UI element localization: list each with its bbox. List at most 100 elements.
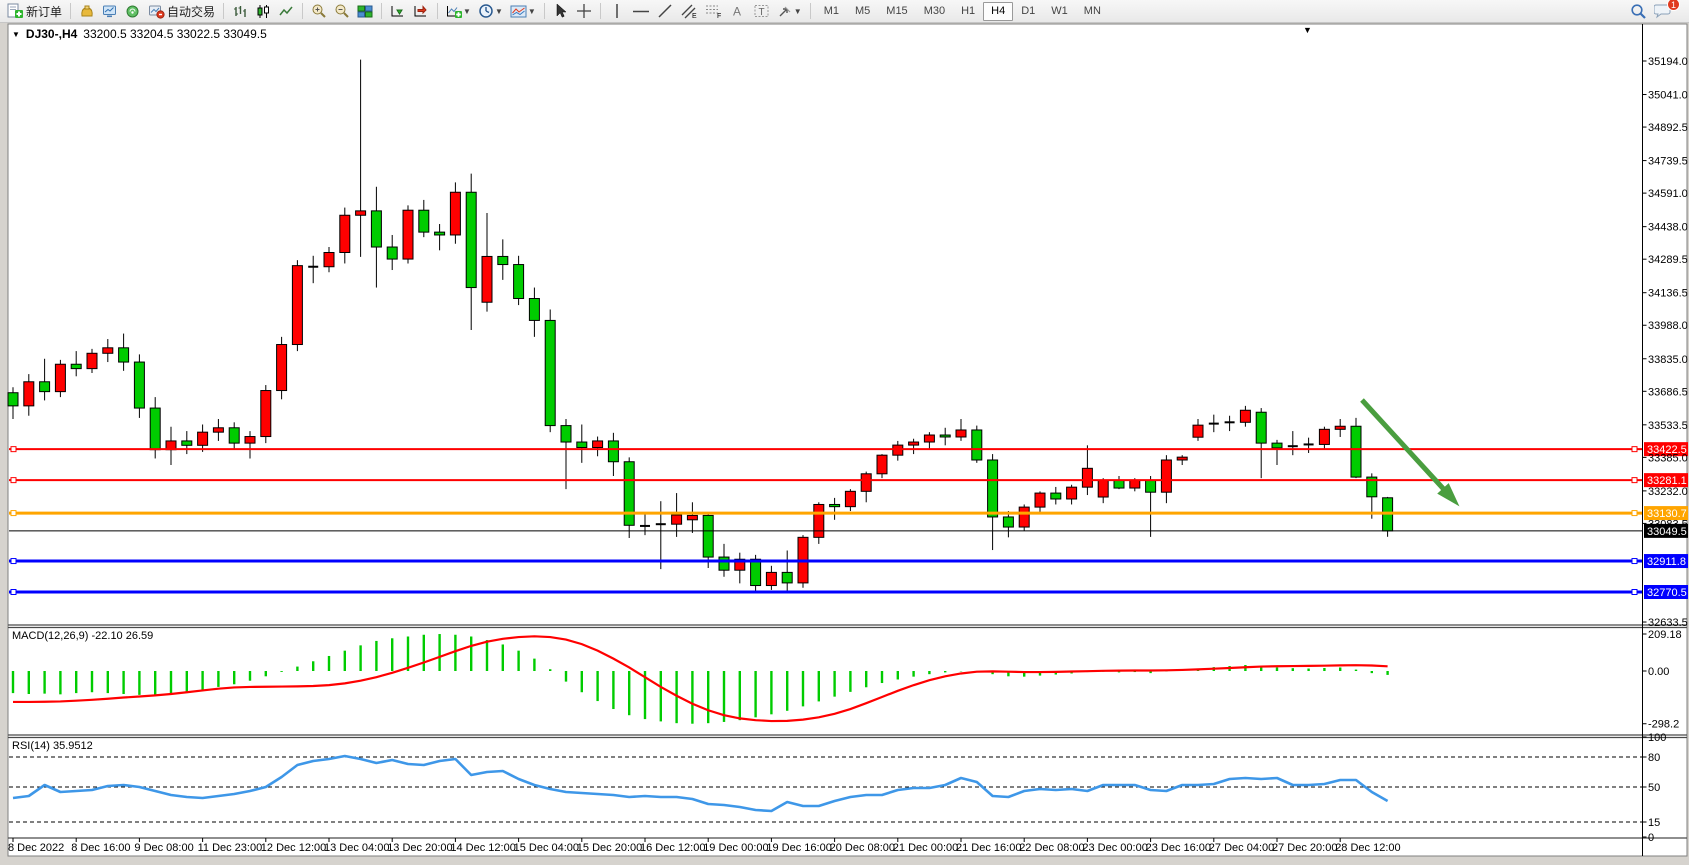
market-watch-button[interactable] <box>99 1 121 21</box>
timeframe-mn[interactable]: MN <box>1083 5 1101 17</box>
candle-body <box>765 571 777 587</box>
time-label: 22 Dec 08:00 <box>1019 842 1084 854</box>
toolbar: 新订单 自动交易 <box>0 0 1689 23</box>
time-axis[interactable]: 8 Dec 2022 8 Dec 16:00 9 Dec 08:00 11 Dec 2… <box>8 838 1401 854</box>
candle-body <box>1239 409 1251 423</box>
symbol-collapse-icon[interactable]: ▼ <box>12 29 20 39</box>
candle-body <box>434 231 446 236</box>
tile-windows-button[interactable] <box>354 1 376 21</box>
timeframe-m30[interactable]: M30 <box>923 5 946 17</box>
search-button[interactable] <box>1627 1 1650 21</box>
separator <box>599 3 601 19</box>
periods-button[interactable]: ▼ <box>475 1 506 21</box>
svg-text:E: E <box>692 13 697 19</box>
chart-canvas[interactable]: 33422.5 33281.1 33130.7 33049.5 32911.8 32770… <box>0 23 1689 860</box>
horizontal-line-button[interactable] <box>629 1 653 21</box>
timeframe-m1[interactable]: M1 <box>823 5 839 17</box>
hline-handle[interactable] <box>10 446 17 453</box>
equidistant-channel-button[interactable]: E <box>677 1 701 21</box>
fibonacci-button[interactable]: F <box>702 1 726 21</box>
svg-text:33686.5: 33686.5 <box>1648 386 1688 398</box>
candle-body <box>544 319 556 427</box>
macd-name: MACD(12,26,9) <box>12 630 89 642</box>
zoom-out-icon <box>335 4 349 18</box>
navigator-button[interactable] <box>122 1 144 21</box>
trend-arrow[interactable] <box>1360 398 1460 507</box>
text-label-icon: T <box>754 5 769 18</box>
timeframe-h1[interactable]: H1 <box>961 5 976 17</box>
separator <box>809 3 811 19</box>
timeframe-w1[interactable]: W1 <box>1051 5 1068 17</box>
timeframe-d1[interactable]: D1 <box>1021 5 1036 17</box>
templates-button[interactable]: ▼ <box>507 1 539 21</box>
cursor-button[interactable] <box>550 1 572 21</box>
candle-body <box>860 473 872 492</box>
profile-button[interactable] <box>76 1 98 21</box>
indicators-button[interactable]: ▼ <box>443 1 474 21</box>
candle-body <box>323 251 335 268</box>
hline-handle[interactable] <box>1631 477 1638 484</box>
candle-body <box>1097 479 1109 498</box>
zoom-in-button[interactable] <box>308 1 330 21</box>
timeframe-m5[interactable]: M5 <box>855 5 871 17</box>
candle-body <box>481 255 493 303</box>
svg-text:35041.0: 35041.0 <box>1648 90 1688 102</box>
crosshair-button[interactable] <box>573 1 595 21</box>
vertical-line-button[interactable] <box>606 1 628 21</box>
auto-scroll-icon <box>391 5 404 16</box>
trendline-button[interactable] <box>654 1 676 21</box>
candle-body <box>528 298 540 321</box>
chart-shift-button[interactable] <box>410 1 432 21</box>
candle-body <box>1018 506 1030 528</box>
candle-body <box>276 344 288 392</box>
hline-handle[interactable] <box>10 510 17 517</box>
hline-handle[interactable] <box>10 477 17 484</box>
candle-body <box>1271 442 1283 449</box>
time-label: 21 Dec 16:00 <box>956 842 1021 854</box>
candle-body <box>1255 411 1267 444</box>
candle-body <box>1350 425 1362 478</box>
svg-text:0.00: 0.00 <box>1648 666 1669 678</box>
arrows-button[interactable]: ▼ <box>774 1 805 21</box>
toolbar-overflow-icon[interactable]: ▼ <box>1303 25 1312 35</box>
auto-scroll-button[interactable] <box>387 1 409 21</box>
candle-body <box>39 381 51 393</box>
fibonacci-icon: F <box>705 5 721 19</box>
text-button[interactable]: A <box>727 1 749 21</box>
candle-body <box>386 246 398 260</box>
timeframe-m15[interactable]: M15 <box>886 5 908 17</box>
candle-body <box>844 490 856 508</box>
bar-chart-button[interactable] <box>229 1 251 21</box>
candle-body <box>718 556 730 571</box>
candle-body <box>370 210 382 248</box>
chart-area[interactable]: ▼ DJ30-,H4 33200.5 33204.5 33022.5 33049… <box>0 23 1689 860</box>
svg-text:80: 80 <box>1648 752 1660 764</box>
candle-body <box>1145 479 1157 493</box>
zoom-out-button[interactable] <box>331 1 353 21</box>
svg-text:33130.7: 33130.7 <box>1647 508 1687 520</box>
time-label: 19 Dec 00:00 <box>703 842 768 854</box>
auto-trading-button[interactable]: 自动交易 <box>145 1 218 21</box>
separator <box>437 3 439 19</box>
candle-body <box>418 209 430 233</box>
new-order-button[interactable]: 新订单 <box>4 1 65 21</box>
svg-text:33281.1: 33281.1 <box>1647 475 1687 487</box>
new-order-icon <box>7 3 23 18</box>
rsi-name: RSI(14) <box>12 740 50 752</box>
hline-handle[interactable] <box>1631 558 1638 565</box>
separator <box>302 3 304 19</box>
hline-handle[interactable] <box>1631 589 1638 596</box>
hline-handle[interactable] <box>10 589 17 596</box>
timeframe-h4[interactable]: H4 <box>983 1 1014 21</box>
hline-handle[interactable] <box>1631 446 1638 453</box>
candle-body <box>1366 476 1378 498</box>
arrows-icon <box>779 6 791 16</box>
text-label-button[interactable]: T <box>750 1 773 21</box>
candle-body <box>971 429 983 461</box>
candlestick-chart-button[interactable] <box>252 1 274 21</box>
hline-handle[interactable] <box>1631 510 1638 517</box>
line-chart-button[interactable] <box>275 1 297 21</box>
candle-body <box>923 434 935 443</box>
hline-handle[interactable] <box>10 558 17 565</box>
notifications-button[interactable]: 1 <box>1651 0 1680 21</box>
